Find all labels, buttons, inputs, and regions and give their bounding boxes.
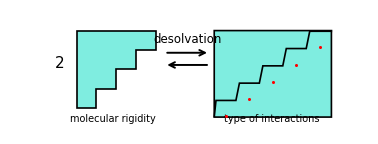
Text: molecular rigidity: molecular rigidity <box>70 114 156 124</box>
Polygon shape <box>214 31 332 116</box>
Polygon shape <box>214 31 332 117</box>
Text: desolvation: desolvation <box>153 33 222 46</box>
Text: type of interactions: type of interactions <box>224 114 319 124</box>
Polygon shape <box>76 31 156 108</box>
Text: 2: 2 <box>54 56 64 71</box>
